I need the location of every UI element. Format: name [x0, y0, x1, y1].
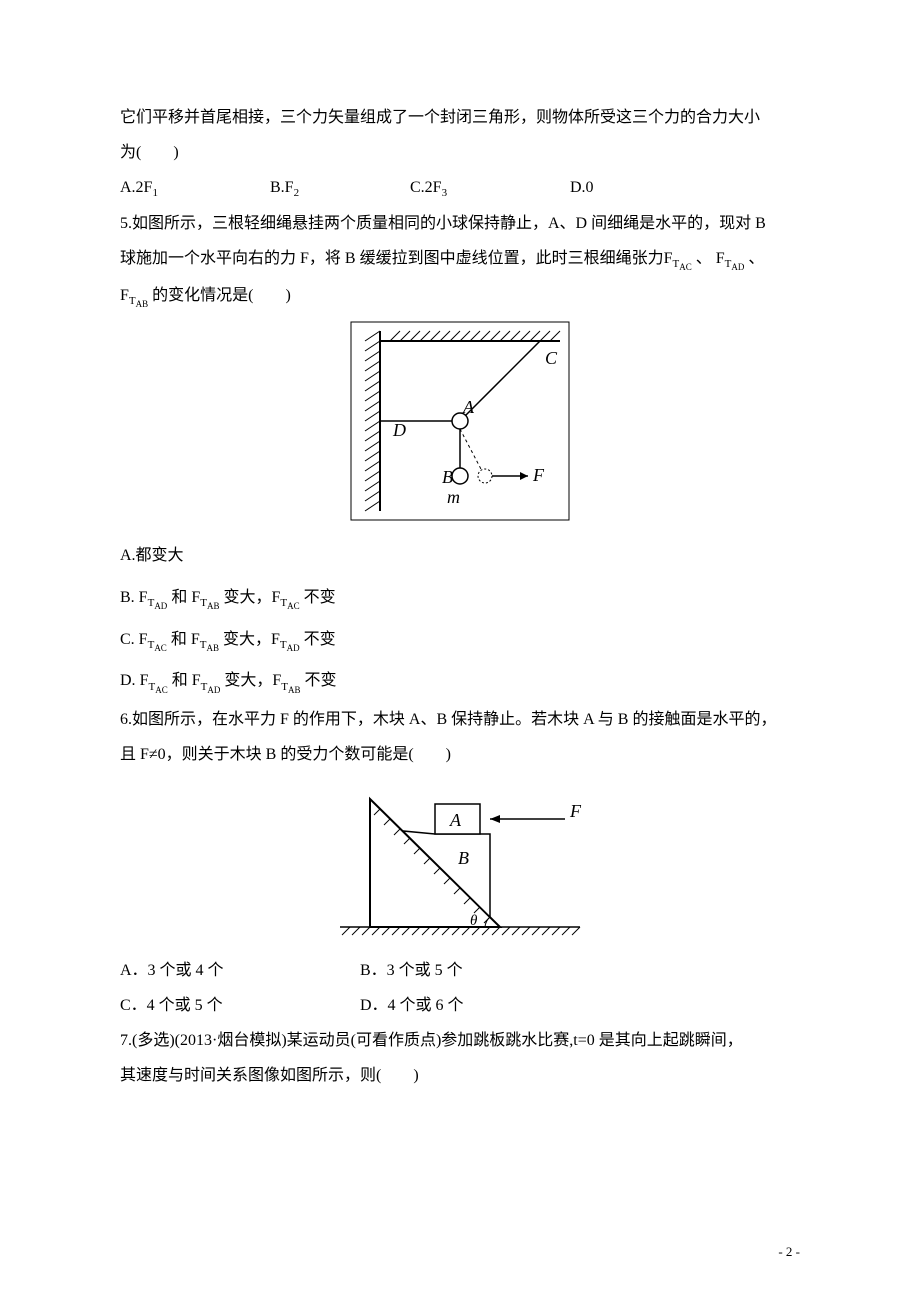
q4-option-b: B.F2 — [270, 170, 410, 205]
svg-text:F: F — [532, 465, 545, 485]
svg-text:D: D — [392, 420, 406, 440]
svg-text:A: A — [462, 397, 475, 417]
q6-option-a: A．3 个或 4 个 — [120, 953, 360, 988]
svg-text:B: B — [458, 848, 469, 868]
q4-option-a: A.2F1 — [120, 170, 270, 205]
q7-stem-line2: 其速度与时间关系图像如图所示，则( ) — [120, 1058, 800, 1093]
q6-options-row1: A．3 个或 4 个 B．3 个或 5 个 — [120, 953, 800, 988]
q7-stem-line1: 7.(多选)(2013·烟台模拟)某运动员(可看作质点)参加跳板跳水比赛,t=0… — [120, 1023, 800, 1058]
q6-option-b: B．3 个或 5 个 — [360, 953, 600, 988]
q5-stem-line2: 球施加一个水平向右的力 F，将 B 缓缓拉到图中虚线位置，此时三根细绳张力FTA… — [120, 241, 800, 278]
svg-text:θ: θ — [470, 913, 478, 929]
svg-text:B: B — [442, 467, 453, 487]
q4-options: A.2F1 B.F2 C.2F3 D.0 — [120, 170, 800, 205]
q5-figure: C D A B m F — [120, 321, 800, 525]
svg-text:A: A — [449, 810, 462, 830]
q6-stem-line2: 且 F≠0，则关于木块 B 的受力个数可能是( ) — [120, 737, 800, 772]
q6-stem-line1: 6.如图所示，在水平力 F 的作用下，木块 A、B 保持静止。若木块 A 与 B… — [120, 702, 800, 737]
svg-text:F: F — [569, 801, 582, 821]
q6-options-row2: C．4 个或 5 个 D．4 个或 6 个 — [120, 988, 800, 1023]
q5-option-a: A.都变大 — [120, 535, 800, 577]
q5-f-tad: FTAD — [716, 250, 745, 267]
svg-text:C: C — [545, 348, 558, 368]
q5-option-c: C. FTAC 和 FTAB 变大，FTAD 不变 — [120, 619, 800, 661]
q4-stem-line2: 为( ) — [120, 135, 800, 170]
q5-f-tab: FTAB — [120, 287, 148, 304]
q5-stem-line3: FTAB 的变化情况是( ) — [120, 278, 800, 315]
q5-f-tac: FTAC — [664, 250, 692, 267]
q5-stem-line1: 5.如图所示，三根轻细绳悬挂两个质量相同的小球保持静止，A、D 间细绳是水平的，… — [120, 206, 800, 241]
q6-figure: θ B A F — [120, 779, 800, 943]
page-number: - 2 - — [778, 1238, 800, 1267]
svg-text:m: m — [447, 487, 460, 507]
q6-option-c: C．4 个或 5 个 — [120, 988, 360, 1023]
q4-option-d: D.0 — [570, 170, 594, 205]
q5-option-d: D. FTAC 和 FTAD 变大，FTAB 不变 — [120, 660, 800, 702]
q4-stem-line1: 它们平移并首尾相接，三个力矢量组成了一个封闭三角形，则物体所受这三个力的合力大小 — [120, 100, 800, 135]
q5-option-b: B. FTAD 和 FTAB 变大，FTAC 不变 — [120, 577, 800, 619]
q4-option-c: C.2F3 — [410, 170, 570, 205]
q6-option-d: D．4 个或 6 个 — [360, 988, 600, 1023]
